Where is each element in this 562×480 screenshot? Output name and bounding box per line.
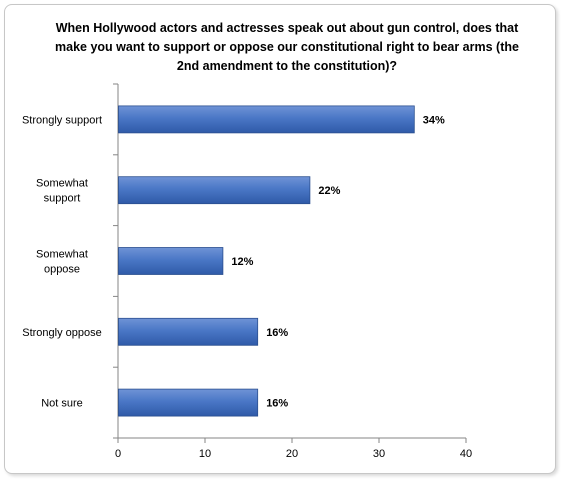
category-label: Somewhat — [36, 178, 88, 190]
data-label: 22% — [318, 185, 340, 197]
bar — [118, 388, 259, 417]
category-label: Somewhat — [36, 249, 88, 261]
x-tick-label: 20 — [286, 448, 298, 460]
category-label: support — [44, 193, 81, 205]
category-label: Not sure — [41, 398, 83, 410]
bar — [118, 176, 311, 205]
x-tick-label: 40 — [460, 448, 472, 460]
data-label: 16% — [266, 327, 288, 339]
category-label: Strongly oppose — [22, 327, 102, 339]
chart-title: When Hollywood actors and actresses spea… — [55, 21, 519, 73]
x-tick-label: 10 — [199, 448, 211, 460]
plot-area: 0 10 20 30 40 34% Strongly support 22% Somewhat s… — [22, 83, 472, 460]
bar — [118, 247, 224, 275]
category-label: Strongly support — [22, 114, 102, 126]
data-label: 34% — [423, 114, 445, 126]
x-tick-label: 0 — [115, 448, 121, 460]
data-label: 12% — [231, 256, 253, 268]
category-label: oppose — [44, 264, 80, 276]
bar — [118, 317, 259, 346]
bar — [118, 105, 415, 134]
x-tick-label: 30 — [373, 448, 385, 460]
chart-frame: When Hollywood actors and actresses spea… — [4, 4, 556, 474]
data-label: 16% — [266, 398, 288, 410]
